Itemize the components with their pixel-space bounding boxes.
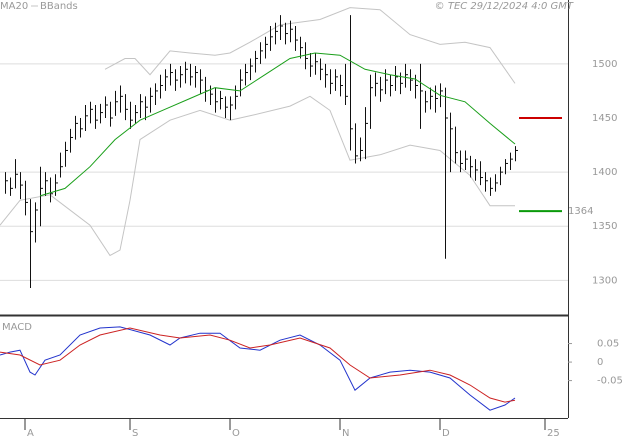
y-tick-label: 1400	[592, 167, 617, 178]
x-tick-label: S	[132, 428, 138, 439]
y-tick-label: 1300	[592, 275, 617, 286]
macd-line	[0, 327, 516, 403]
credit: © TEC 29/12/2024 4:0 GMT	[435, 1, 574, 12]
y-tick-label: 1350	[592, 221, 617, 232]
legend-entry: MA20	[0, 1, 28, 12]
panel-title: MACD	[2, 322, 32, 333]
level-label: 1364	[568, 206, 593, 217]
x-tick-label: O	[232, 428, 240, 439]
y-tick-label: 1500	[592, 59, 617, 70]
x-tick-label: N	[342, 428, 349, 439]
x-tick-label: D	[442, 428, 450, 439]
y-tick-label: 0	[597, 357, 603, 368]
bollinger-band	[0, 95, 515, 257]
level-label: 1450	[592, 113, 617, 124]
legend-entry: BBands	[40, 1, 78, 12]
x-tick-label: A	[27, 428, 34, 439]
macd-line	[0, 326, 516, 411]
y-tick-label: 0.05	[597, 339, 619, 350]
y-tick-label: -0.05	[597, 376, 623, 387]
ma-line	[39, 52, 516, 197]
x-tick-label: 25	[547, 428, 560, 439]
bollinger-band	[104, 7, 516, 84]
